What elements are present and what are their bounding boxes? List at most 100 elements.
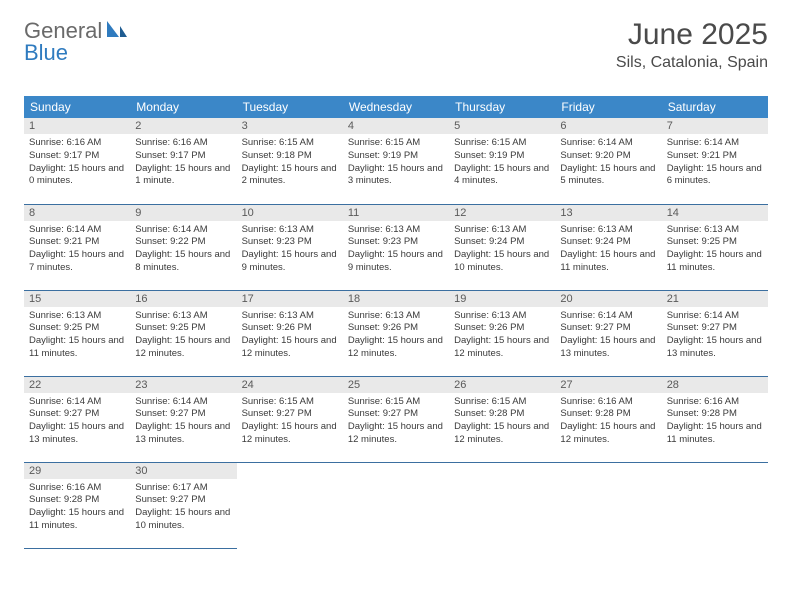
day-number: 3 (237, 118, 343, 134)
calendar-day: 18Sunrise: 6:13 AMSunset: 9:26 PMDayligh… (343, 290, 449, 376)
day-number: 13 (555, 205, 661, 221)
day-details: Sunrise: 6:13 AMSunset: 9:23 PMDaylight:… (237, 221, 343, 279)
day-number: 17 (237, 291, 343, 307)
calendar-day: 1Sunrise: 6:16 AMSunset: 9:17 PMDaylight… (24, 118, 130, 204)
day-details: Sunrise: 6:14 AMSunset: 9:22 PMDaylight:… (130, 221, 236, 279)
sunrise-line: Sunrise: 6:15 AM (242, 396, 338, 409)
daylight-line: Daylight: 15 hours and 10 minutes. (135, 507, 231, 533)
sunset-line: Sunset: 9:17 PM (135, 150, 231, 163)
day-details: Sunrise: 6:16 AMSunset: 9:28 PMDaylight:… (24, 479, 130, 537)
day-details: Sunrise: 6:13 AMSunset: 9:26 PMDaylight:… (343, 307, 449, 365)
sunset-line: Sunset: 9:25 PM (29, 322, 125, 335)
calendar-week: 22Sunrise: 6:14 AMSunset: 9:27 PMDayligh… (24, 376, 768, 462)
calendar-day: 25Sunrise: 6:15 AMSunset: 9:27 PMDayligh… (343, 376, 449, 462)
day-details: Sunrise: 6:15 AMSunset: 9:19 PMDaylight:… (449, 134, 555, 192)
calendar-empty (555, 462, 661, 548)
day-number: 14 (662, 205, 768, 221)
calendar-day: 24Sunrise: 6:15 AMSunset: 9:27 PMDayligh… (237, 376, 343, 462)
day-details: Sunrise: 6:16 AMSunset: 9:17 PMDaylight:… (24, 134, 130, 192)
day-number: 7 (662, 118, 768, 134)
day-details: Sunrise: 6:17 AMSunset: 9:27 PMDaylight:… (130, 479, 236, 537)
calendar-day: 2Sunrise: 6:16 AMSunset: 9:17 PMDaylight… (130, 118, 236, 204)
sunset-line: Sunset: 9:28 PM (667, 408, 763, 421)
calendar-empty (343, 462, 449, 548)
calendar-week: 1Sunrise: 6:16 AMSunset: 9:17 PMDaylight… (24, 118, 768, 204)
daylight-line: Daylight: 15 hours and 11 minutes. (29, 507, 125, 533)
sunrise-line: Sunrise: 6:15 AM (348, 396, 444, 409)
daylight-line: Daylight: 15 hours and 2 minutes. (242, 163, 338, 189)
sunrise-line: Sunrise: 6:13 AM (242, 310, 338, 323)
calendar-day: 15 Sunrise: 6:13 AMSunset: 9:25 PMDayligh… (24, 290, 130, 376)
sunset-line: Sunset: 9:26 PM (242, 322, 338, 335)
calendar-day: 6Sunrise: 6:14 AMSunset: 9:20 PMDaylight… (555, 118, 661, 204)
day-details: Sunrise: 6:16 AMSunset: 9:28 PMDaylight:… (662, 393, 768, 451)
day-details: Sunrise: 6:13 AMSunset: 9:25 PMDaylight:… (662, 221, 768, 279)
sunset-line: Sunset: 9:26 PM (348, 322, 444, 335)
sunrise-line: Sunrise: 6:14 AM (29, 224, 125, 237)
day-number: 8 (24, 205, 130, 221)
calendar-day: 7Sunrise: 6:14 AMSunset: 9:21 PMDaylight… (662, 118, 768, 204)
calendar-day: 12Sunrise: 6:13 AMSunset: 9:24 PMDayligh… (449, 204, 555, 290)
sunrise-line: Sunrise: 6:17 AM (135, 482, 231, 495)
sunset-line: Sunset: 9:18 PM (242, 150, 338, 163)
daylight-line: Daylight: 15 hours and 5 minutes. (560, 163, 656, 189)
day-number: 4 (343, 118, 449, 134)
sunrise-line: Sunrise: 6:13 AM (348, 224, 444, 237)
day-details: Sunrise: 6:15 AMSunset: 9:19 PMDaylight:… (343, 134, 449, 192)
calendar-day: 4Sunrise: 6:15 AMSunset: 9:19 PMDaylight… (343, 118, 449, 204)
calendar-day: 30Sunrise: 6:17 AMSunset: 9:27 PMDayligh… (130, 462, 236, 548)
day-number: 10 (237, 205, 343, 221)
day-header: Sunday (24, 96, 130, 118)
sunset-line: Sunset: 9:27 PM (667, 322, 763, 335)
sunrise-line: Sunrise: 6:15 AM (348, 137, 444, 150)
day-details: Sunrise: 6:15 AMSunset: 9:28 PMDaylight:… (449, 393, 555, 451)
sunset-line: Sunset: 9:27 PM (135, 494, 231, 507)
sunrise-line: Sunrise: 6:13 AM (242, 224, 338, 237)
day-details: Sunrise: 6:14 AMSunset: 9:20 PMDaylight:… (555, 134, 661, 192)
daylight-line: Daylight: 15 hours and 3 minutes. (348, 163, 444, 189)
day-number: 27 (555, 377, 661, 393)
calendar-day: 10Sunrise: 6:13 AMSunset: 9:23 PMDayligh… (237, 204, 343, 290)
sunrise-line: Sunrise: 6:14 AM (667, 310, 763, 323)
daylight-line: Daylight: 15 hours and 7 minutes. (29, 249, 125, 275)
calendar-day: 29Sunrise: 6:16 AMSunset: 9:28 PMDayligh… (24, 462, 130, 548)
sunrise-line: Sunrise: 6:16 AM (29, 137, 125, 150)
day-number: 21 (662, 291, 768, 307)
day-details: Sunrise: 6:14 AMSunset: 9:27 PMDaylight:… (662, 307, 768, 365)
logo-blue-row: Blue (24, 40, 68, 66)
sunrise-line: Sunrise: 6:16 AM (29, 482, 125, 495)
day-details: Sunrise: 6:16 AMSunset: 9:17 PMDaylight:… (130, 134, 236, 192)
day-number: 1 (24, 118, 130, 134)
daylight-line: Daylight: 15 hours and 11 minutes. (29, 335, 125, 361)
sunrise-line: Sunrise: 6:16 AM (667, 396, 763, 409)
calendar-day: 11Sunrise: 6:13 AMSunset: 9:23 PMDayligh… (343, 204, 449, 290)
sunrise-line: Sunrise: 6:16 AM (560, 396, 656, 409)
sunrise-line: Sunrise: 6:15 AM (454, 396, 550, 409)
sunrise-line: Sunrise: 6:13 AM (29, 310, 125, 323)
daylight-line: Daylight: 15 hours and 0 minutes. (29, 163, 125, 189)
day-number: 19 (449, 291, 555, 307)
calendar-day: 3Sunrise: 6:15 AMSunset: 9:18 PMDaylight… (237, 118, 343, 204)
sunrise-line: Sunrise: 6:13 AM (560, 224, 656, 237)
sunset-line: Sunset: 9:27 PM (560, 322, 656, 335)
day-number: 2 (130, 118, 236, 134)
sunset-line: Sunset: 9:27 PM (29, 408, 125, 421)
sunrise-line: Sunrise: 6:16 AM (135, 137, 231, 150)
day-number: 15 (24, 291, 130, 307)
calendar-table: SundayMondayTuesdayWednesdayThursdayFrid… (24, 96, 768, 549)
day-details: Sunrise: 6:14 AMSunset: 9:21 PMDaylight:… (662, 134, 768, 192)
day-number: 11 (343, 205, 449, 221)
calendar-week: 29Sunrise: 6:16 AMSunset: 9:28 PMDayligh… (24, 462, 768, 548)
sunset-line: Sunset: 9:22 PM (135, 236, 231, 249)
sunset-line: Sunset: 9:26 PM (454, 322, 550, 335)
daylight-line: Daylight: 15 hours and 11 minutes. (560, 249, 656, 275)
day-number: 24 (237, 377, 343, 393)
day-details: Sunrise: 6:14 AMSunset: 9:27 PMDaylight:… (24, 393, 130, 451)
calendar-day: 14Sunrise: 6:13 AMSunset: 9:25 PMDayligh… (662, 204, 768, 290)
sunset-line: Sunset: 9:27 PM (135, 408, 231, 421)
sunset-line: Sunset: 9:21 PM (29, 236, 125, 249)
daylight-line: Daylight: 15 hours and 9 minutes. (348, 249, 444, 275)
logo-text-blue: Blue (24, 40, 68, 65)
day-header: Wednesday (343, 96, 449, 118)
day-header: Saturday (662, 96, 768, 118)
